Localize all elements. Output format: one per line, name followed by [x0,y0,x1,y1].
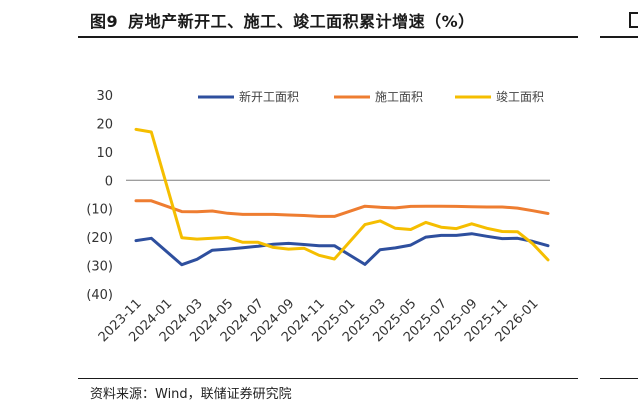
series-line-2 [134,199,550,218]
next-figure-fragment [629,12,638,28]
legend-label: 竣工面积 [496,89,544,104]
y-tick-label: 10 [96,146,113,161]
x-axis: 2023-112024-012024-032024-052024-072024-… [96,296,542,345]
y-axis: 30 20 10 0 (10) (20) (30) (40) [86,89,113,303]
series-line-3 [134,127,550,262]
y-tick-label: 0 [105,174,113,189]
legend-label: 施工面积 [375,90,423,104]
next-figure-footer-rule [600,378,638,379]
source-note: 资料来源：Wind，联储证券研究院 [90,387,292,402]
legend: 新开工面积 施工面积 竣工面积 [198,89,544,104]
next-figure-underline [600,36,638,38]
figure-title: 图9 房地产新开工、施工、竣工面积累计增速（%） [90,8,475,32]
y-tick-label: (30) [86,260,113,275]
legend-label: 新开工面积 [239,89,299,104]
y-tick-label: (20) [86,231,113,246]
figure-number: 图9 [90,12,119,31]
series-line-1 [134,232,550,267]
title-underline [78,36,578,38]
y-tick-label: (40) [86,288,113,303]
y-tick-label: 20 [96,117,113,132]
y-tick-label: 30 [96,89,113,104]
figure-title-text: 房地产新开工、施工、竣工面积累计增速（%） [128,12,475,31]
y-tick-label: (10) [86,203,113,218]
footer-rule [78,378,578,379]
series-lines [134,127,550,267]
